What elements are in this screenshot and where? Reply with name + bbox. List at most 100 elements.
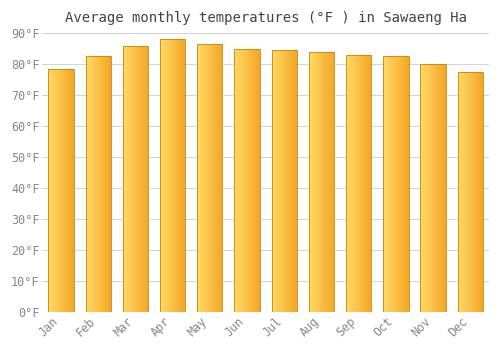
Bar [398,56,399,312]
Bar [141,46,142,312]
Bar [110,56,111,312]
Bar [57,69,58,312]
Bar [318,52,319,312]
Bar [125,46,126,312]
Bar [329,52,330,312]
Bar [347,55,348,312]
Bar [86,56,87,312]
Bar [171,40,172,312]
Bar [326,52,327,312]
Bar [315,52,316,312]
Bar [168,40,169,312]
Bar [65,69,66,312]
Bar [296,50,297,312]
Bar [88,56,89,312]
Bar [405,56,406,312]
Bar [205,44,206,312]
Bar [460,72,461,312]
Bar [137,46,138,312]
Bar [286,50,287,312]
Bar [287,50,288,312]
Bar [197,44,198,312]
Bar [176,40,177,312]
Bar [471,72,472,312]
Bar [386,56,387,312]
Bar [98,56,99,312]
Bar [207,44,208,312]
Bar [96,56,97,312]
Bar [58,69,59,312]
Bar [167,40,168,312]
Bar [383,56,408,312]
Bar [202,44,203,312]
Bar [402,56,403,312]
Bar [406,56,407,312]
Bar [51,69,52,312]
Bar [350,55,351,312]
Bar [91,56,92,312]
Bar [423,64,424,312]
Bar [369,55,370,312]
Bar [131,46,132,312]
Bar [178,40,179,312]
Bar [403,56,404,312]
Bar [331,52,332,312]
Bar [236,49,237,312]
Bar [317,52,318,312]
Bar [174,40,175,312]
Bar [474,72,475,312]
Bar [276,50,277,312]
Bar [197,44,222,312]
Bar [399,56,400,312]
Bar [389,56,390,312]
Bar [428,64,429,312]
Bar [90,56,91,312]
Bar [295,50,296,312]
Bar [435,64,436,312]
Bar [127,46,128,312]
Bar [221,44,222,312]
Bar [219,44,220,312]
Bar [136,46,137,312]
Bar [279,50,280,312]
Bar [439,64,440,312]
Bar [278,50,279,312]
Bar [467,72,468,312]
Bar [162,40,163,312]
Bar [73,69,74,312]
Bar [280,50,281,312]
Bar [482,72,483,312]
Bar [169,40,170,312]
Bar [48,69,74,312]
Bar [239,49,240,312]
Bar [465,72,466,312]
Bar [404,56,405,312]
Bar [463,72,464,312]
Bar [385,56,386,312]
Bar [203,44,204,312]
Bar [461,72,462,312]
Bar [252,49,253,312]
Bar [180,40,181,312]
Bar [431,64,432,312]
Bar [366,55,367,312]
Bar [253,49,254,312]
Bar [469,72,470,312]
Bar [434,64,435,312]
Bar [363,55,364,312]
Bar [50,69,51,312]
Bar [213,44,214,312]
Bar [365,55,366,312]
Bar [62,69,63,312]
Bar [473,72,474,312]
Bar [393,56,394,312]
Bar [234,49,235,312]
Bar [160,40,186,312]
Bar [166,40,167,312]
Bar [55,69,56,312]
Bar [442,64,443,312]
Bar [216,44,217,312]
Bar [214,44,215,312]
Bar [291,50,292,312]
Bar [438,64,439,312]
